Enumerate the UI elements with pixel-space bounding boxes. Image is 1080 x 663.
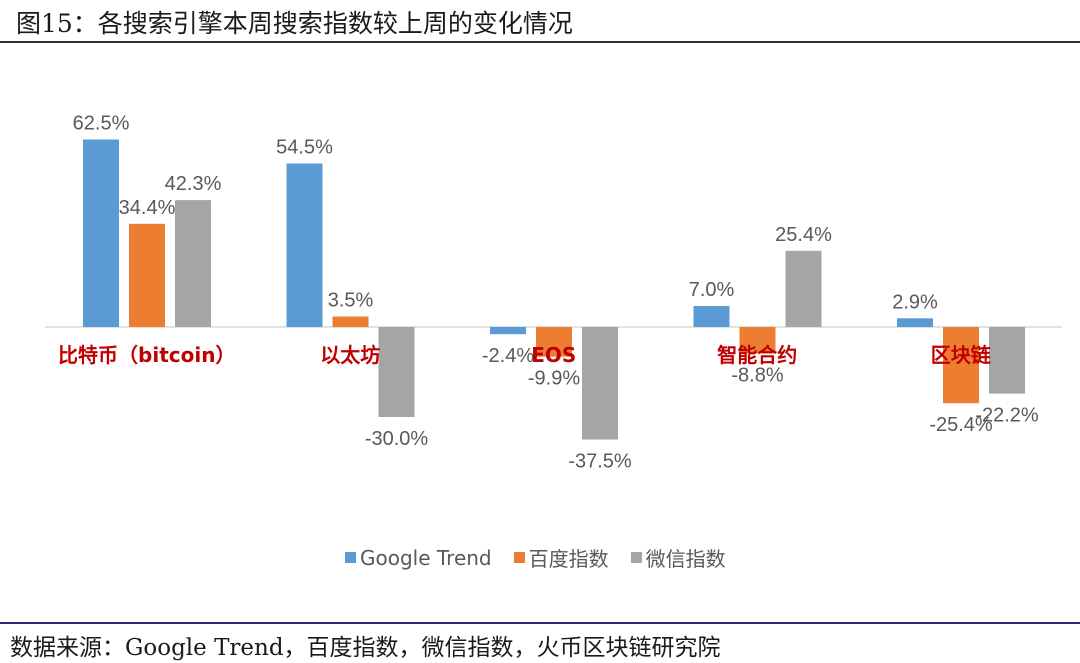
- bar-google-1: [286, 163, 323, 327]
- legend-item-google: Google Trend: [345, 543, 492, 572]
- data-label-google-0: 62.5%: [73, 113, 130, 135]
- legend-swatch-google: [345, 552, 356, 563]
- data-label-baidu-3: -8.8%: [731, 364, 783, 386]
- data-label-google-4: 2.9%: [892, 291, 938, 313]
- data-source-note: 数据来源：Google Trend，百度指数，微信指数，火币区块链研究院: [10, 635, 721, 661]
- category-label-4: 区块链: [931, 343, 992, 367]
- bar-weixin-4: [989, 327, 1025, 394]
- bar-google-2: [490, 327, 526, 335]
- legend-item-baidu: 百度指数: [513, 543, 609, 572]
- legend-label-baidu: 百度指数: [528, 547, 609, 571]
- bar-baidu-4: [943, 327, 979, 404]
- legend-swatch-weixin: [630, 552, 642, 563]
- data-label-weixin-1: -30.0%: [365, 428, 429, 450]
- data-label-baidu-1: 3.5%: [328, 290, 374, 312]
- bar-google-0: [83, 139, 119, 327]
- data-label-google-1: 54.5%: [276, 137, 333, 159]
- data-label-baidu-0: 34.4%: [119, 197, 176, 219]
- bar-weixin-0: [175, 200, 211, 327]
- bar-baidu-1: [332, 316, 369, 327]
- bar-baidu-2: [536, 327, 572, 357]
- bar-google-4: [897, 318, 933, 327]
- data-label-weixin-3: 25.4%: [775, 224, 832, 246]
- bar-google-3: [693, 306, 730, 327]
- category-label-0: 比特币（bitcoin）: [58, 343, 235, 367]
- legend-label-weixin: 微信指数: [645, 547, 726, 571]
- legend-swatch-baidu: [513, 552, 525, 563]
- data-label-baidu-4: -25.4%: [929, 414, 993, 436]
- bar-chart: 62.5% 34.4%42.3% 比特币（bitcoin） 54.5% 3.5% -30.…: [45, 113, 1062, 473]
- category-label-2: EOS: [531, 343, 576, 367]
- bar-baidu-0: [129, 223, 165, 327]
- source-divider: [0, 622, 1080, 624]
- data-label-weixin-4: -22.2%: [975, 405, 1039, 427]
- chart-legend: Google Trend 百度指数 微信指数: [345, 543, 726, 572]
- data-label-weixin-2: -37.5%: [568, 451, 632, 473]
- bar-baidu-3: [739, 327, 776, 354]
- category-label-3: 智能合约: [717, 343, 797, 367]
- category-label-1: 以太坊: [320, 343, 380, 367]
- data-label-google-2: -2.4%: [482, 345, 534, 367]
- legend-item-weixin: 微信指数: [630, 543, 726, 572]
- data-label-google-3: 7.0%: [689, 279, 735, 301]
- data-label-baidu-2: -9.9%: [528, 368, 580, 390]
- bar-weixin-2: [582, 327, 618, 440]
- legend-label-google: Google Trend: [360, 545, 492, 570]
- data-label-weixin-0: 42.3%: [165, 173, 222, 195]
- bar-weixin-1: [378, 327, 415, 417]
- bar-weixin-3: [785, 250, 822, 327]
- chart-title: 图15：各搜索引擎本周搜索指数较上周的变化情况: [16, 9, 573, 38]
- title-divider: [0, 41, 1080, 43]
